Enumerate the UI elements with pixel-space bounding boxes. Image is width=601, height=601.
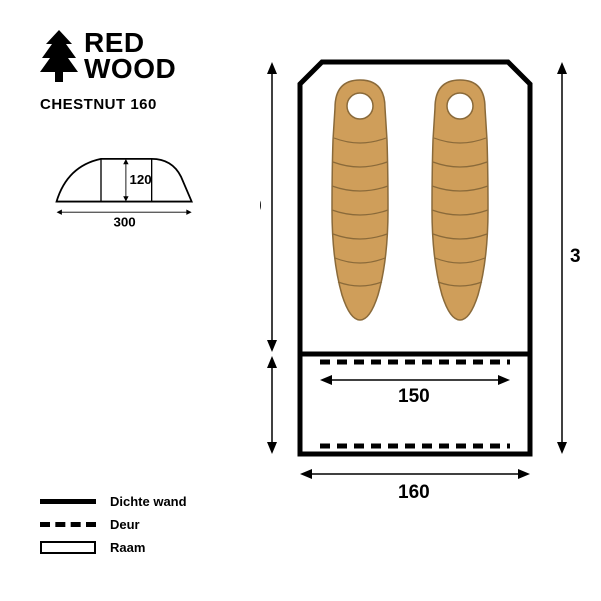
brand-wordmark: RED WOOD xyxy=(84,30,176,82)
legend-label-open: Raam xyxy=(110,540,145,555)
legend-swatch-dashed xyxy=(40,518,96,532)
legend-swatch-open xyxy=(40,541,96,555)
brand-line1: RED xyxy=(84,30,176,56)
dim-bottom: 160 xyxy=(300,469,530,503)
sleeping-bag-right xyxy=(432,80,488,320)
legend-label-dashed: Deur xyxy=(110,517,140,532)
legend-swatch-solid xyxy=(40,495,96,509)
profile-outline xyxy=(57,159,192,202)
dim-right: 300 xyxy=(557,62,580,454)
dim-inner: 150 xyxy=(320,375,510,407)
dim-left-lower: 70 xyxy=(260,356,277,454)
profile-diagram: 120 300 xyxy=(40,150,210,230)
profile-height-dim: 120 xyxy=(123,159,151,202)
sleeping-bag-left xyxy=(332,80,388,320)
profile-width-label: 300 xyxy=(113,214,135,229)
dim-right-label: 300 xyxy=(570,246,580,267)
legend-row-dashed: Deur xyxy=(40,517,187,532)
dim-inner-label: 150 xyxy=(398,386,430,407)
dim-bottom-label: 160 xyxy=(398,482,430,503)
legend-row-open: Raam xyxy=(40,540,187,555)
brand-logo: RED WOOD xyxy=(40,30,176,82)
model-name: CHESTNUT 160 xyxy=(40,96,157,113)
dim-left-upper-label: 200 xyxy=(260,196,262,217)
dim-left-upper: 200 xyxy=(260,62,277,352)
legend-row-solid: Dichte wand xyxy=(40,494,187,509)
legend: Dichte wand Deur Raam xyxy=(40,494,187,563)
profile-width-dim: 300 xyxy=(57,210,192,230)
profile-height-label: 120 xyxy=(129,172,151,187)
brand-line2: WOOD xyxy=(84,56,176,82)
tree-icon xyxy=(40,30,78,82)
legend-label-solid: Dichte wand xyxy=(110,494,187,509)
plan-diagram: 200 70 300 150 160 xyxy=(260,50,580,550)
